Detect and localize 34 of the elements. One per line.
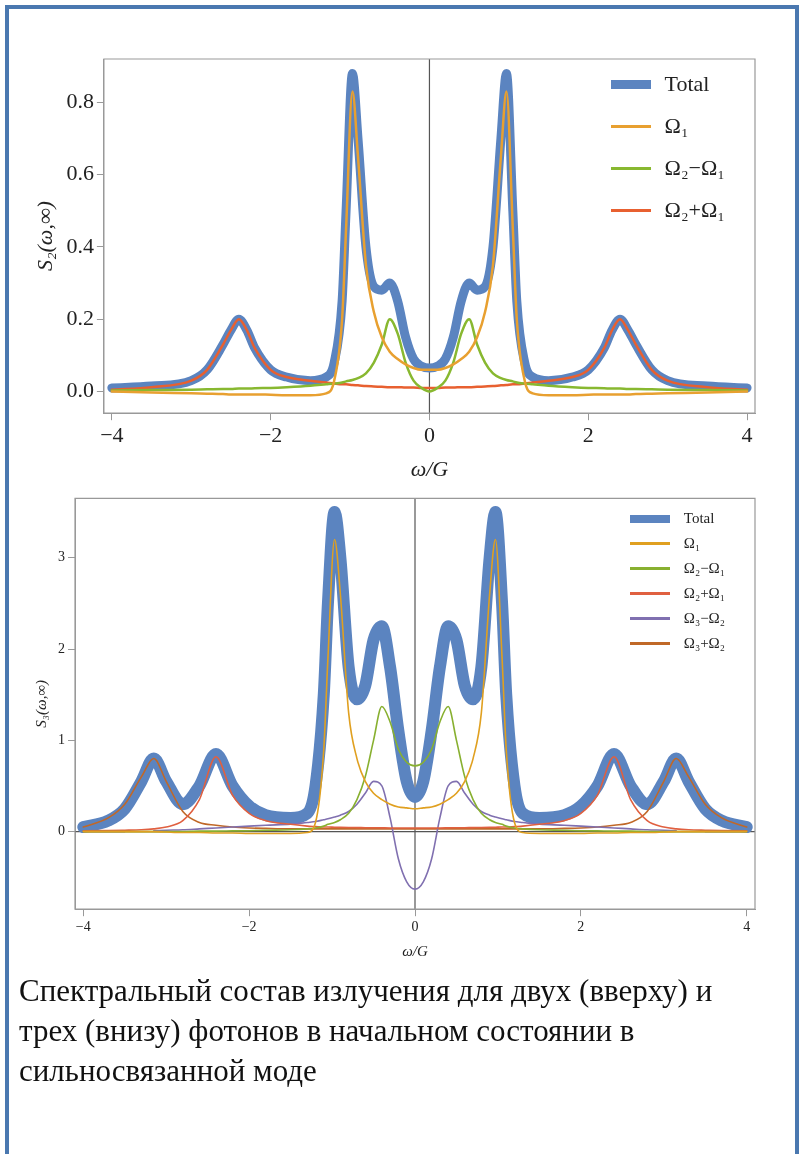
legend-label: Ω₂−Ω₁ xyxy=(664,155,725,181)
x-tick-label: −4 xyxy=(75,919,91,935)
x-tick-label: 0 xyxy=(423,422,435,448)
x-tick-label: −2 xyxy=(241,919,257,935)
y-tick-label: 0.0 xyxy=(66,377,94,403)
legend-label: Ω₂+Ω₁ xyxy=(683,585,725,603)
y-tick-label: 2 xyxy=(58,640,65,656)
y-axis-title: S₂(ω,∞) xyxy=(31,201,57,272)
x-tick-label: −4 xyxy=(100,422,124,448)
x-tick-label: 2 xyxy=(582,422,594,448)
legend-label: Ω₁ xyxy=(683,535,701,553)
x-tick-label: 4 xyxy=(743,919,751,935)
y-tick-label: 0 xyxy=(58,823,65,839)
legend-label: Ω₂+Ω₁ xyxy=(664,197,725,223)
y-tick-label: 0.6 xyxy=(66,160,94,186)
legend-label: Total xyxy=(664,71,710,97)
x-tick-label: −2 xyxy=(258,422,283,448)
x-tick-label: 2 xyxy=(577,919,585,935)
y-axis-title: S₃(ω,∞) xyxy=(32,679,50,728)
y-tick-label: 0.2 xyxy=(66,305,94,331)
legend-label: Ω₃+Ω₂ xyxy=(683,635,725,653)
x-tick-label: 4 xyxy=(741,422,753,448)
legend-label: Total xyxy=(683,510,715,528)
y-tick-label: 1 xyxy=(58,731,65,747)
x-axis-title: ω/G xyxy=(410,455,449,481)
x-tick-label: 0 xyxy=(411,919,419,935)
y-tick-label: 3 xyxy=(58,549,65,565)
y-tick-label: 0.4 xyxy=(66,232,94,258)
legend-label: Ω₃−Ω₂ xyxy=(683,610,725,628)
y-tick-label: 0.8 xyxy=(66,88,94,114)
legend-label: Ω₂−Ω₁ xyxy=(683,560,725,578)
text: Спектральный состав излучения для двух (вверху) и трех (внизу) фотонов в начальном состоянии в сильносвязанной моде xyxy=(18,972,714,1090)
x-axis-title: ω/G xyxy=(402,942,428,959)
legend-label: Ω₁ xyxy=(664,113,689,139)
